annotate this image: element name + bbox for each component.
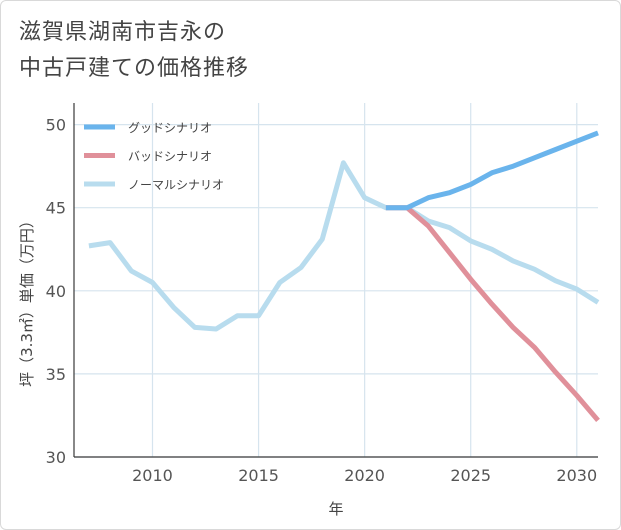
axes: [73, 103, 598, 458]
x-tick-label-2010: 2010: [132, 466, 173, 485]
x-tick-label-2025: 2025: [450, 466, 491, 485]
y-tick-label-40: 40: [46, 282, 66, 301]
series-line-normal-scenario: [88, 160, 600, 332]
tick-labels: 30 35 40 45 50 2010 2015 2020 2025 2030: [46, 116, 598, 485]
chart-title: 滋賀県湖南市吉永の 中古戸建ての価格推移: [19, 15, 249, 87]
x-axis-title: 年: [328, 500, 343, 518]
series-lines: [88, 130, 600, 423]
legend-label-normal-scenario: ノーマルシナリオ: [128, 178, 224, 192]
series-line-bad-scenario: [385, 205, 600, 423]
y-tick-label-50: 50: [46, 116, 66, 135]
x-tick-label-2015: 2015: [238, 466, 279, 485]
chart-title-line-2: 中古戸建ての価格推移: [19, 56, 250, 81]
legend-label-good-scenario: グッドシナリオ: [128, 121, 212, 135]
series-line-good-scenario: [385, 130, 599, 211]
legend-label-bad-scenario: バッドシナリオ: [128, 150, 212, 164]
x-tick-label-2020: 2020: [344, 466, 385, 485]
y-tick-label-30: 30: [46, 448, 66, 467]
y-axis-title: 坪（3.3㎡）単価（万円）: [18, 213, 36, 387]
chart-title-line-1: 滋賀県湖南市吉永の: [19, 20, 227, 45]
x-tick-label-2030: 2030: [556, 466, 597, 485]
y-tick-label-45: 45: [46, 199, 66, 218]
y-tick-label-35: 35: [46, 365, 66, 384]
